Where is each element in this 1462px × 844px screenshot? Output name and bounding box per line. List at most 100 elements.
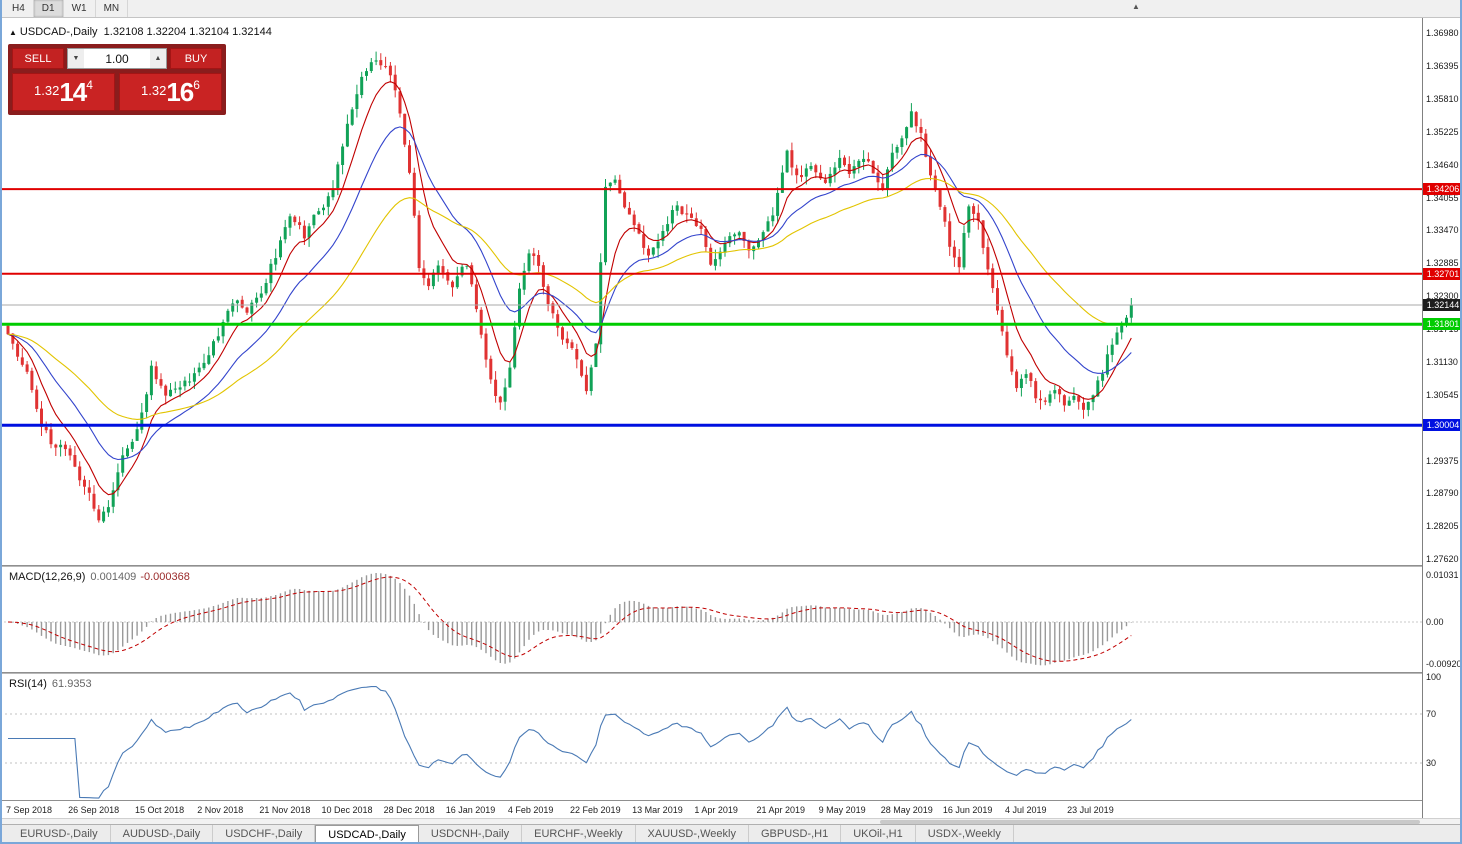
macd-histogram xyxy=(12,573,1133,666)
date-axis-label: 23 Jul 2019 xyxy=(1067,805,1114,815)
date-axis-label: 28 May 2019 xyxy=(880,805,933,815)
price-axis-label: 1.35810 xyxy=(1426,93,1459,104)
price-axis-label: 1.33470 xyxy=(1426,225,1459,236)
symbol-marker-icon: ▲ xyxy=(9,28,17,37)
level-price-badge[interactable]: 1.30004 xyxy=(1423,419,1462,432)
symbol-tab-usdcad[interactable]: USDCAD-,Daily xyxy=(315,825,419,844)
symbol-tab-audusd[interactable]: AUDUSD-,Daily xyxy=(111,825,214,844)
date-axis-label: 16 Jan 2019 xyxy=(445,805,496,815)
chart-symbol-label: USDCAD-,Daily xyxy=(19,26,98,38)
date-axis-label: 28 Dec 2018 xyxy=(383,805,435,815)
date-axis-label: 2 Nov 2018 xyxy=(197,805,244,815)
rsi-value: 61.9353 xyxy=(51,678,92,690)
date-axis-label: 16 Jun 2019 xyxy=(942,805,993,815)
price-axis-label: 1.31130 xyxy=(1426,356,1458,367)
rsi-line xyxy=(8,685,1132,799)
window-border-right xyxy=(1460,0,1462,844)
timeframe-button-d1[interactable]: D1 xyxy=(33,0,64,17)
macd-chart-canvas[interactable] xyxy=(0,567,1422,672)
date-axis-label: 21 Apr 2019 xyxy=(756,805,805,815)
volume-input[interactable]: ▼ 1.00 ▲ xyxy=(67,48,167,69)
buy-button[interactable]: BUY xyxy=(170,48,222,69)
rsi-chart-canvas[interactable] xyxy=(0,674,1422,800)
price-axis[interactable]: 1.36980 1.36395 1.35810 1.35225 1.34640 1.340… xyxy=(1422,18,1462,818)
price-axis-label: 1.36395 xyxy=(1426,61,1459,72)
timeframe-button-w1[interactable]: W1 xyxy=(64,0,96,17)
ma-fast-line[interactable] xyxy=(7,81,1132,496)
price-axis-label: 1.36980 xyxy=(1426,28,1459,39)
timeframe-button-mn[interactable]: MN xyxy=(96,0,129,17)
panel-separator-macd[interactable] xyxy=(0,565,1462,567)
price-axis-label: 1.34640 xyxy=(1426,159,1459,170)
price-axis-label: 1.29375 xyxy=(1426,455,1459,466)
symbol-tab-gbpusd[interactable]: GBPUSD-,H1 xyxy=(749,825,842,844)
price-axis-label: 1.32300 xyxy=(1426,291,1459,302)
ma-slow-line[interactable] xyxy=(7,177,1132,420)
symbol-tab-eurusd[interactable]: EURUSD-,Daily xyxy=(8,825,111,844)
scrollbar-thumb[interactable] xyxy=(880,820,1420,824)
window-border-bottom xyxy=(0,842,1462,844)
date-axis-label: 7 Sep 2018 xyxy=(6,805,53,815)
level-price-badge[interactable]: 1.32701 xyxy=(1423,267,1462,280)
symbol-tab-usdcnh[interactable]: USDCNH-,Daily xyxy=(419,825,523,844)
rsi-indicator-panel: RSI(14) 61.9353 xyxy=(0,674,1422,800)
macd-value-main: 0.001409 xyxy=(90,571,137,583)
symbol-tab-xauusd[interactable]: XAUUSD-,Weekly xyxy=(636,825,749,844)
date-axis-label: 4 Feb 2019 xyxy=(507,805,554,815)
timeframe-buttons: H4 D1 W1 MN xyxy=(4,0,129,17)
symbol-tab-usdx[interactable]: USDX-,Weekly xyxy=(916,825,1014,844)
horizontal-scrollbar xyxy=(0,818,1462,824)
buy-price-big: 16 xyxy=(166,77,194,107)
date-axis-label: 4 Jul 2019 xyxy=(1005,805,1047,815)
chart-ohlc-label: ▲ USDCAD-,Daily 1.32108 1.32204 1.32104 1… xyxy=(9,26,272,38)
date-axis[interactable]: 7 Sep 2018 26 Sep 2018 15 Oct 2018 2 Nov 20… xyxy=(0,800,1422,818)
date-axis-label: 22 Feb 2019 xyxy=(570,805,621,815)
macd-value-signal: -0.000368 xyxy=(140,571,190,583)
symbol-tab-usdchf[interactable]: USDCHF-,Daily xyxy=(213,825,316,844)
macd-title: MACD(12,26,9) xyxy=(9,571,86,583)
price-axis-label: 1.28790 xyxy=(1426,488,1459,499)
volume-increase-icon[interactable]: ▲ xyxy=(150,49,166,68)
level-price-badge[interactable]: 1.34206 xyxy=(1423,183,1462,196)
rsi-axis-label: 30 xyxy=(1426,758,1437,768)
date-axis-label: 10 Dec 2018 xyxy=(321,805,373,815)
current-price-badge: 1.32144 xyxy=(1423,298,1462,311)
price-axis-label: 1.34055 xyxy=(1426,192,1459,203)
timeframe-toolbar: H4 D1 W1 MN ▲ xyxy=(0,0,1462,18)
volume-decrease-icon[interactable]: ▼ xyxy=(68,49,84,68)
macd-indicator-panel: MACD(12,26,9) 0.001409 -0.000368 xyxy=(0,567,1422,672)
price-axis-label: 1.30545 xyxy=(1426,389,1459,400)
date-axis-label: 13 Mar 2019 xyxy=(632,805,683,815)
date-axis-label: 9 May 2019 xyxy=(818,805,866,815)
chart-tabs-bar: EURUSD-,Daily AUDUSD-,Daily USDCHF-,Daily U… xyxy=(0,824,1462,844)
macd-axis-label: 0.01031 xyxy=(1426,569,1459,580)
sell-price-prefix: 1.32 xyxy=(34,83,60,98)
date-axis-label: 21 Nov 2018 xyxy=(259,805,311,815)
sell-button[interactable]: SELL xyxy=(12,48,64,69)
sell-price-big: 14 xyxy=(59,77,87,107)
timeframe-button-h4[interactable]: H4 xyxy=(4,0,34,17)
rsi-axis-label: 100 xyxy=(1426,672,1442,683)
one-click-trade-panel: SELL ▼ 1.00 ▲ BUY 1.32144 1.32166 xyxy=(8,44,226,115)
price-axis-label: 1.28205 xyxy=(1426,521,1459,532)
chart-marker-icon[interactable]: ▲ xyxy=(1132,2,1140,11)
price-axis-label: 1.32885 xyxy=(1426,258,1459,269)
panel-separator-rsi[interactable] xyxy=(0,672,1462,674)
macd-axis-label: -0.00920 xyxy=(1426,658,1462,669)
price-chart-canvas[interactable] xyxy=(0,18,1422,565)
buy-price-prefix: 1.32 xyxy=(141,83,167,98)
symbol-tab-eurchf[interactable]: EURCHF-,Weekly xyxy=(522,825,636,844)
symbol-tab-ukoil[interactable]: UKOil-,H1 xyxy=(841,825,916,844)
date-axis-label: 1 Apr 2019 xyxy=(694,805,738,815)
sell-price-button[interactable]: 1.32144 xyxy=(12,73,115,111)
candlesticks xyxy=(6,51,1133,523)
main-chart-panel: ▲ USDCAD-,Daily 1.32108 1.32204 1.32104 1… xyxy=(0,18,1422,565)
window-border-left xyxy=(0,0,2,844)
level-price-badge[interactable]: 1.31801 xyxy=(1423,318,1462,331)
sell-price-sup: 4 xyxy=(86,78,93,92)
buy-price-button[interactable]: 1.32166 xyxy=(119,73,222,111)
macd-axis-label: 0.00 xyxy=(1426,617,1444,627)
date-axis-label: 26 Sep 2018 xyxy=(68,805,120,815)
volume-value[interactable]: 1.00 xyxy=(105,51,129,66)
